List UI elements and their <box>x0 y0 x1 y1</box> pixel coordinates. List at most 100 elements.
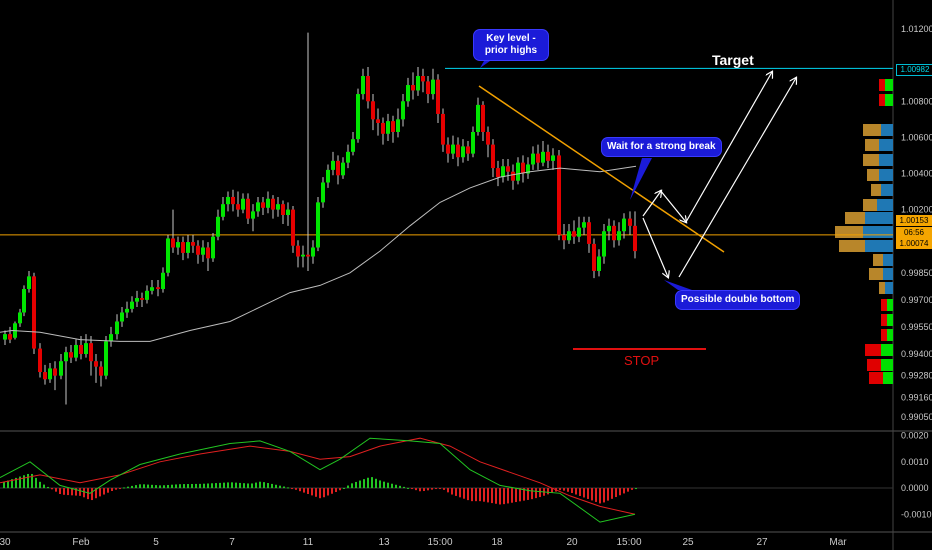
volume-profile-bar <box>881 124 893 136</box>
macd-histogram-bar <box>183 484 185 489</box>
candle <box>89 335 93 376</box>
candle-body <box>311 247 315 257</box>
macd-histogram-bar <box>435 488 437 490</box>
candle-body <box>291 209 295 246</box>
candle <box>321 177 325 208</box>
candle <box>64 346 68 405</box>
volume-profile-bar <box>863 124 881 136</box>
candle-body <box>241 198 245 210</box>
key-level-price-badge: 1.00982 <box>896 64 932 76</box>
key-level-callout: Key level - prior highs <box>474 30 548 60</box>
candle-body <box>587 222 591 244</box>
candle-body <box>351 139 355 152</box>
macd-histogram-bar <box>63 488 65 495</box>
candle <box>120 307 124 327</box>
volume-profile-bar <box>865 212 893 224</box>
macd-histogram-bar <box>255 482 257 489</box>
macd-histogram-bar <box>179 484 181 489</box>
candle-body <box>271 198 275 210</box>
volume-profile-bar <box>879 282 885 294</box>
candle <box>196 240 200 264</box>
price-tick-label: 1.01200 <box>901 24 932 34</box>
candle <box>296 240 300 268</box>
candle-body <box>396 119 400 132</box>
macd-histogram-bar <box>19 476 21 489</box>
candle <box>251 204 255 232</box>
macd-histogram-bar <box>171 484 173 489</box>
candle <box>361 68 365 100</box>
macd-histogram-bar <box>635 488 637 490</box>
time-tick-label: 20 <box>566 537 578 548</box>
candle <box>471 126 475 158</box>
candle <box>166 234 170 277</box>
macd-histogram-bar <box>147 484 149 489</box>
candle-body <box>526 164 530 174</box>
macd-histogram-bar <box>335 488 337 492</box>
candle <box>612 220 616 248</box>
candle-body <box>602 231 606 257</box>
candle-body <box>251 211 255 219</box>
candle-body <box>622 218 626 232</box>
macd-histogram-bar <box>443 488 445 490</box>
macd-histogram-bar <box>303 488 305 493</box>
candle <box>246 193 250 225</box>
macd-histogram-bar <box>331 488 333 494</box>
macd-histogram-bar <box>459 488 461 498</box>
candle-body <box>281 204 285 215</box>
target-label: Target <box>712 52 754 68</box>
macd-histogram-bar <box>519 488 521 502</box>
candle <box>486 126 490 158</box>
macd-histogram-bar <box>439 488 441 490</box>
candle <box>291 205 295 253</box>
macd-histogram-bar <box>551 488 553 493</box>
volume-profile-bar <box>865 139 879 151</box>
macd-histogram-bar <box>283 486 285 489</box>
candle-body <box>486 131 490 145</box>
candle-body <box>145 290 149 300</box>
candle <box>181 236 185 261</box>
candle <box>511 164 515 190</box>
macd-histogram-bar <box>587 488 589 499</box>
candle <box>150 279 154 295</box>
macd-histogram-bar <box>47 486 49 489</box>
macd-histogram-bar <box>271 483 273 489</box>
candle-body <box>416 76 420 91</box>
macd-histogram-bar <box>399 485 401 489</box>
candle-body <box>501 166 505 178</box>
candle-body <box>3 334 7 340</box>
candle <box>336 155 340 185</box>
volume-profile-bar <box>881 299 887 311</box>
candle <box>216 209 220 241</box>
candle <box>491 139 495 178</box>
candle-body <box>346 151 350 163</box>
macd-histogram-bar <box>51 488 53 490</box>
candle <box>567 224 571 244</box>
candle <box>74 339 78 362</box>
wait-break-callout: Wait for a strong break <box>602 138 721 156</box>
volume-profile-bar <box>881 314 887 326</box>
price-tick-label: 0.99400 <box>901 349 932 359</box>
candle <box>281 200 285 225</box>
candle-body <box>567 231 571 241</box>
candle-body <box>109 334 113 342</box>
macd-histogram-bar <box>127 486 129 489</box>
candle <box>481 101 485 141</box>
volume-profile-bar <box>867 359 881 371</box>
candle-body <box>361 76 365 95</box>
candle <box>27 270 31 293</box>
moving-average-line <box>0 165 637 342</box>
price-tick-label: 0.99160 <box>901 392 932 402</box>
macd-histogram-bar <box>423 488 425 492</box>
candle <box>587 216 591 253</box>
candle-body <box>161 272 165 290</box>
candle-body <box>446 144 450 154</box>
candle-body <box>441 113 445 145</box>
macd-histogram-bar <box>627 488 629 492</box>
candle-body <box>531 153 535 165</box>
candle <box>176 236 180 255</box>
candle-body <box>94 361 98 367</box>
volume-profile-bar <box>835 226 863 238</box>
volume-profile-bar <box>877 199 893 211</box>
macd-histogram-bar <box>567 488 569 492</box>
